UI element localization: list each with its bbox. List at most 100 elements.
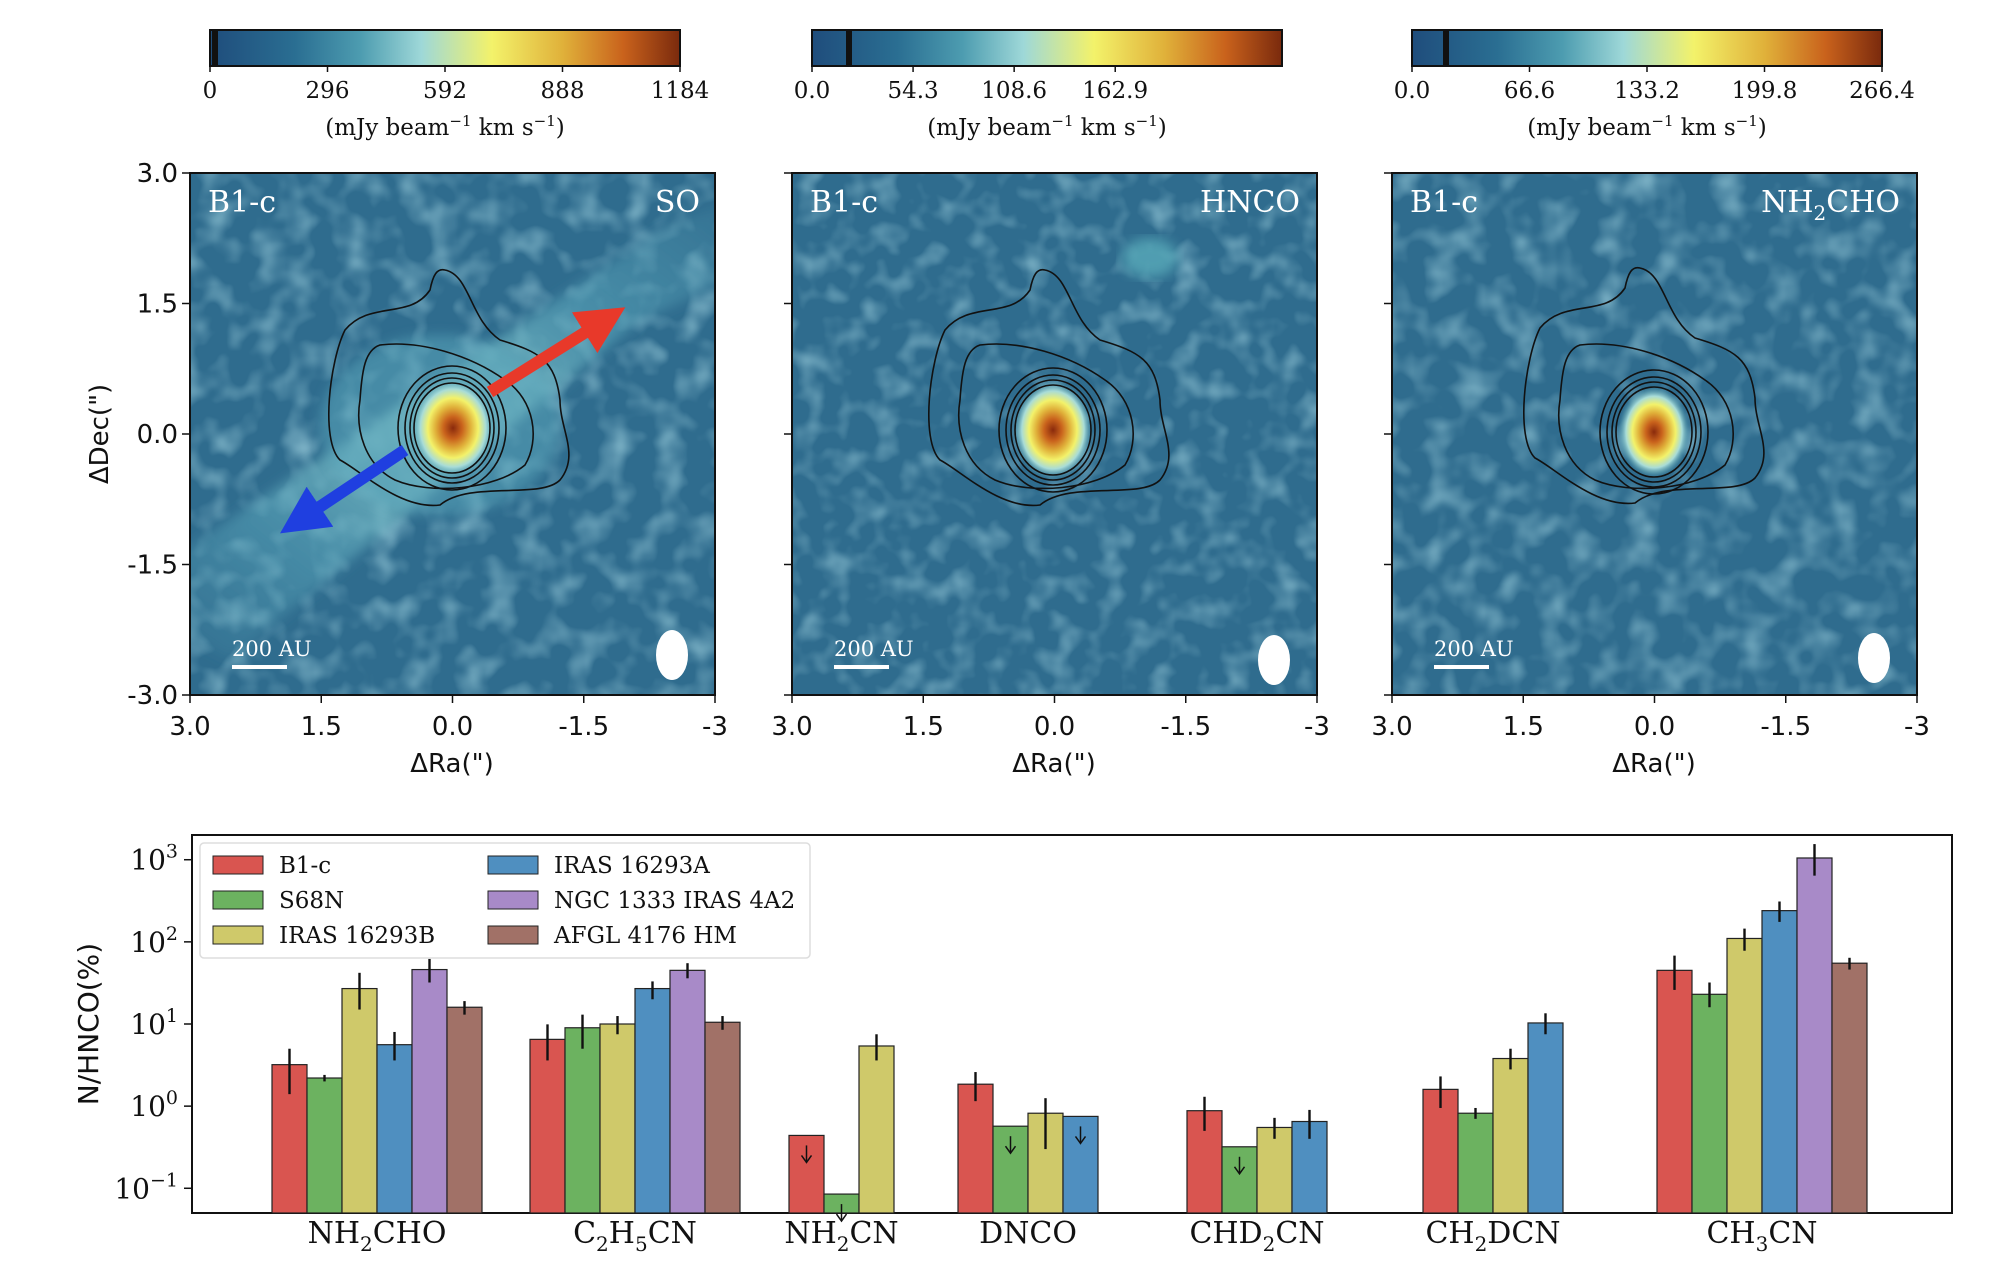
bar-6-0 [1656,969,1693,1214]
y-axis-ticks [784,172,792,696]
colorbar-unit: (mJy beam−1 km s−1) [927,112,1167,141]
bar-0-4 [411,968,448,1214]
emission-patch [1122,238,1178,278]
bar-1-3 [634,987,671,1214]
map-image-so: B1-c SO 200 AU [189,172,716,696]
map-image-nh2cho: B1-c NH2CHO 200 AU [1391,172,1918,696]
colorbar-ticks: 0.0 54.3 108.6 162.9 [794,66,1148,104]
contours [328,268,570,507]
colorbar-so: 0 296 592 888 1184 (mJy beam−1 km s−1) [203,29,709,141]
x-tick-label: -1.5 [1160,712,1211,742]
contours [1523,266,1765,505]
emission-core [1618,386,1690,478]
bar-5-0 [1422,1088,1459,1214]
molecule-label: NH2CHO [1761,185,1900,225]
contour-3 [998,367,1108,493]
category-label-tail: CN [1768,1216,1817,1251]
x-tick-label: 1.5 [301,712,342,742]
x-tick-label: 1.5 [903,712,944,742]
x-axis-ticks: 3.0 1.5 0.0 -1.5 -3 [169,695,728,742]
source-label: B1-c [810,185,878,220]
upper-limit-arrowhead [835,1213,848,1223]
y-tick-base: 10 [130,844,166,877]
beam-ellipse [1858,633,1890,683]
x-tick-label: 0.0 [432,712,473,742]
emission-core [1013,380,1093,480]
contour-5 [1010,379,1096,481]
colorbar-tick-label: 162.9 [1082,78,1148,104]
contour-outer [328,268,570,507]
category-label: CH2DCN [1425,1216,1560,1256]
source-label: B1-c [1410,185,1478,220]
map-panels: 0 296 592 888 1184 (mJy beam−1 km s−1) [85,29,1930,779]
bar-1-5 [704,1021,741,1214]
map-image-hnco: B1-c HNCO 200 AU [791,172,1318,696]
bar-0-5 [446,1006,483,1214]
category-label-tail2: CN [648,1216,697,1251]
colorbar-tick-label: 66.6 [1504,78,1555,104]
contour-5 [1611,381,1697,483]
category-label: NH2CN [784,1216,898,1256]
colorbar-gradient [811,29,1283,67]
colorbar-tick-label: 266.4 [1849,78,1915,104]
legend-label: AFGL 4176 HM [553,923,737,949]
x-tick-label: -1.5 [1760,712,1811,742]
scale-bar-label: 200 AU [834,637,914,661]
x-axis-label: ΔRa(") [1612,749,1695,779]
category-label-tail: DCN [1487,1216,1560,1251]
y-tick-label: -3.0 [127,681,178,711]
category-label-tail: CN [1275,1216,1324,1251]
bar-4-2 [1256,1126,1293,1214]
colorbar-gradient [209,29,681,67]
y-tick-label: -1.5 [127,551,178,581]
legend: B1-c S68N IRAS 16293B IRAS 16293A NGC 1333 I… [199,842,811,959]
colorbar-tick-label: 54.3 [887,78,938,104]
y-tick-label: 0.0 [137,420,178,450]
legend-swatch [487,855,539,875]
contour-4 [404,372,500,484]
bar-0-1 [306,1077,343,1214]
blueshifted-arrow [280,445,409,534]
colorbar-marker [212,31,218,65]
scale-bar-label: 200 AU [1434,637,1514,661]
colorbar-marker [846,31,852,65]
bar-1-0 [529,1038,566,1214]
colorbar-tick-label: 133.2 [1614,78,1680,104]
bar-5-2 [1492,1057,1529,1214]
bar-5-3 [1527,1022,1564,1214]
legend-label: IRAS 16293B [279,923,435,949]
colorbar-tick-label: 108.6 [981,78,1047,104]
legend-label: IRAS 16293A [554,853,710,879]
category-label-sub: 2 [837,1232,850,1256]
legend-swatch [212,855,264,875]
contour-6 [413,382,491,474]
category-label-tail: CN [849,1216,898,1251]
y-tick-exponent: 3 [166,841,178,863]
legend-label: NGC 1333 IRAS 4A2 [554,888,795,914]
category-label-sub: 2 [1263,1232,1276,1256]
colorbar-tick-label: 0.0 [794,78,831,104]
x-tick-label: 3.0 [771,712,812,742]
scale-bar-label: 200 AU [232,637,312,661]
colorbar-nh2cho: 0.0 66.6 133.2 199.8 266.4 (mJy beam−1 km s−… [1394,29,1915,141]
map-panel-so: 0 296 592 888 1184 (mJy beam−1 km s−1) [85,29,728,779]
x-tick-label: -3 [702,712,728,742]
emission-core [411,378,495,478]
y-tick-label: 103 [130,841,178,877]
x-tick-label: 0.0 [1634,712,1675,742]
colorbar-hnco: 0.0 54.3 108.6 162.9 (mJy beam−1 km s−1) [794,29,1283,141]
category-label: CH3CN [1706,1216,1817,1256]
bar-6-1 [1691,993,1728,1214]
bar-1-1 [564,1027,601,1214]
category-label-sub: 3 [1756,1232,1769,1256]
y-axis-ticks: 3.0 1.5 0.0 -1.5 -3.0 [127,159,190,711]
category-label-base: CHD [1189,1216,1262,1251]
x-tick-label: 1.5 [1503,712,1544,742]
colorbar-ticks: 0.0 66.6 133.2 199.8 266.4 [1394,66,1915,104]
category-label-base: CH [1706,1216,1755,1251]
category-label-tail: H [609,1216,635,1251]
redshifted-arrow [486,307,626,398]
colorbar-unit: (mJy beam−1 km s−1) [1527,112,1767,141]
category-label-base: CH [1425,1216,1474,1251]
